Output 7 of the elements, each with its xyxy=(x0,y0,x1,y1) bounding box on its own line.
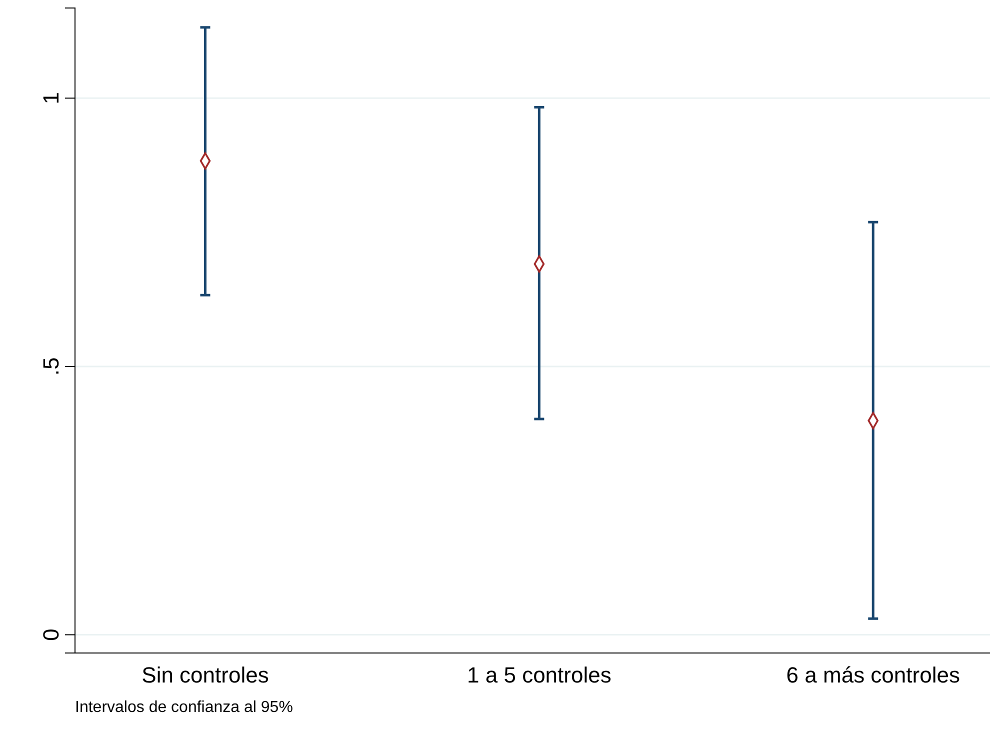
x-tick-label: 6 a más controles xyxy=(786,662,960,688)
x-tick-label: Sin controles xyxy=(142,662,269,688)
y-tick-label: 0 xyxy=(38,628,64,641)
y-tick-label: .5 xyxy=(38,357,64,376)
y-tick-label: 1 xyxy=(38,92,64,104)
x-tick-label: 1 a 5 controles xyxy=(467,662,612,688)
text: Intervalos de confianza al 95% xyxy=(75,699,293,716)
